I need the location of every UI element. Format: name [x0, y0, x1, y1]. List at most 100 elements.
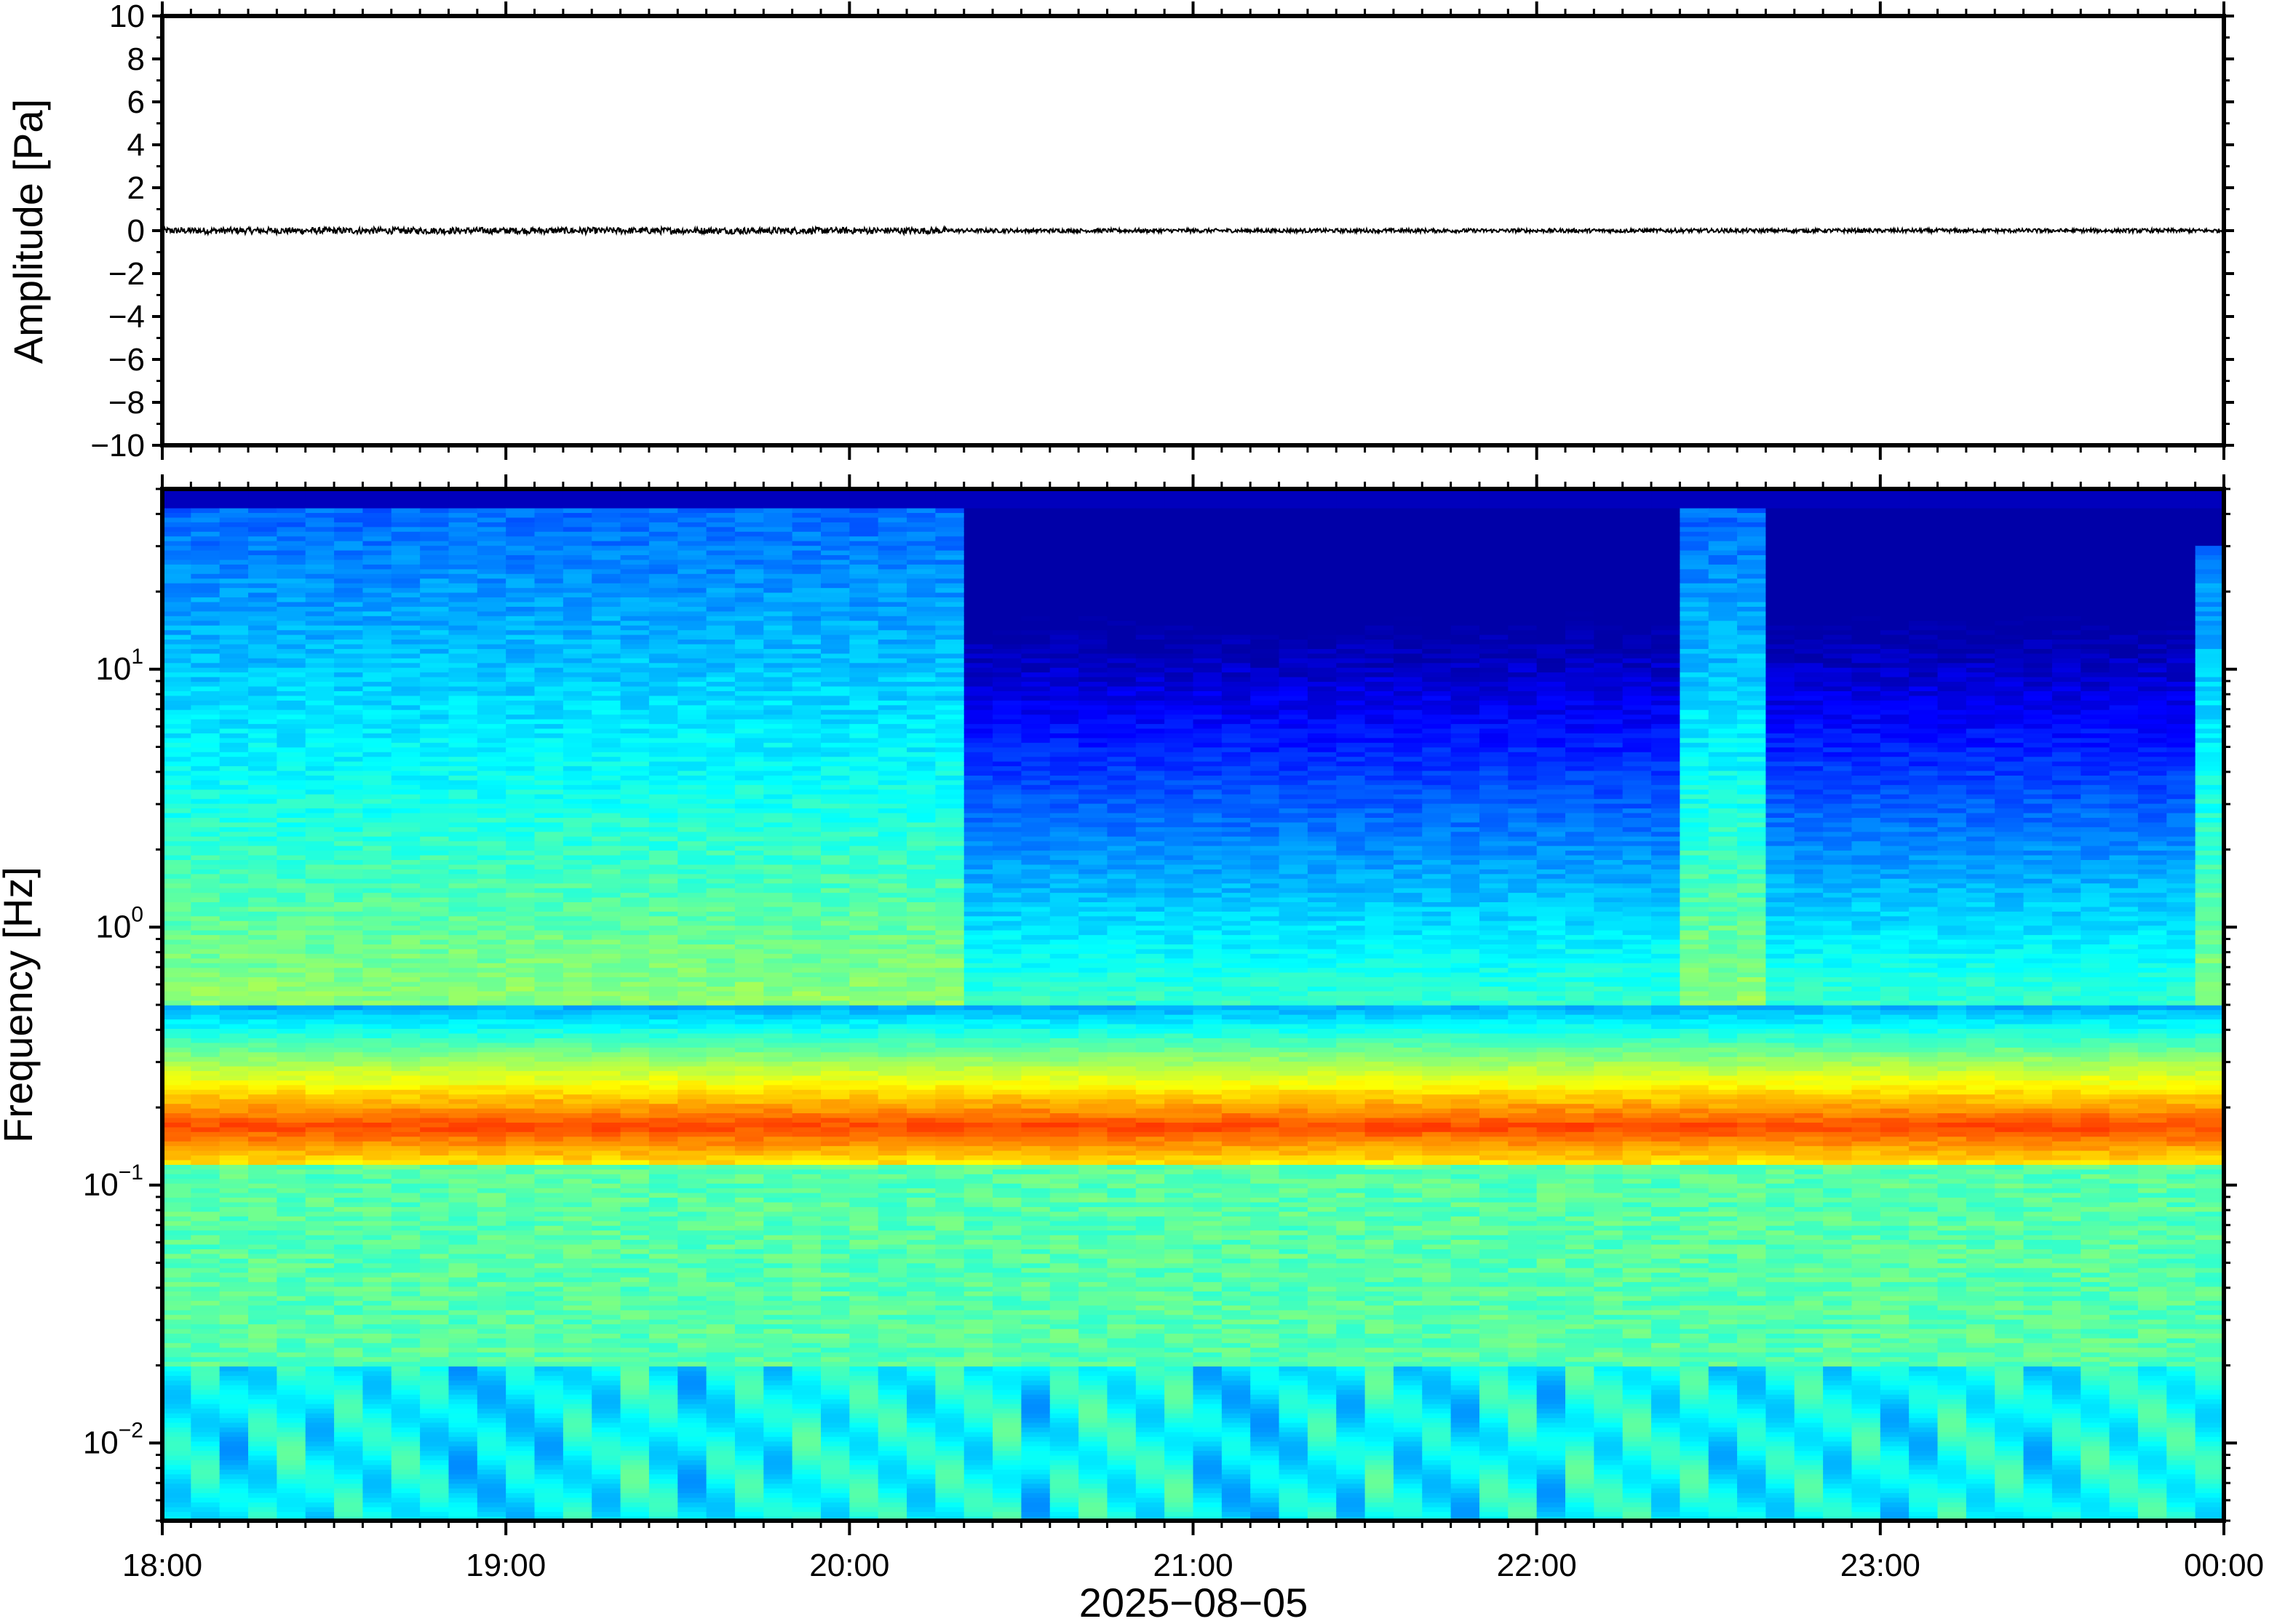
- spectrogram-cell: [648, 676, 679, 682]
- spectrogram-cell: [592, 1216, 621, 1222]
- spectrogram-cell: [334, 1155, 364, 1161]
- spectrogram-cell: [191, 690, 220, 696]
- spectrogram-cell: [763, 742, 793, 748]
- spectrogram-cell: [506, 1502, 536, 1508]
- spectrogram-cell: [506, 1197, 536, 1203]
- spectrogram-cell: [277, 770, 306, 776]
- spectrogram-cell: [248, 1324, 278, 1329]
- spectrogram-cell: [534, 653, 564, 658]
- spectrogram-cell: [734, 1000, 765, 1006]
- spectrogram-cell: [277, 929, 306, 936]
- spectrogram-cell: [305, 742, 335, 748]
- spectrogram-cell: [162, 1038, 192, 1043]
- spectrogram-cell: [420, 911, 450, 917]
- spectrogram-cell: [420, 1267, 450, 1273]
- spectrogram-cell: [677, 1225, 707, 1231]
- spectrogram-cell: [277, 944, 306, 950]
- spectrogram-cell: [305, 582, 335, 589]
- spectrogram-cell: [448, 728, 478, 733]
- spectrogram-cell: [334, 1497, 364, 1503]
- spectrogram-cell: [563, 582, 593, 589]
- spectrogram-cell: [362, 1126, 392, 1132]
- spectrogram-cell: [191, 1506, 220, 1512]
- spectrogram-cell: [448, 1192, 478, 1198]
- spectrogram-cell: [219, 892, 249, 898]
- spectrogram-cell: [362, 751, 392, 757]
- spectrogram-cell: [706, 540, 736, 546]
- spectrogram-cell: [763, 976, 793, 982]
- spectrogram-cell: [162, 526, 192, 532]
- spectrogram-cell: [592, 601, 621, 607]
- spectrogram-cell: [162, 986, 192, 992]
- spectrogram-cell: [734, 873, 765, 879]
- spectrogram-cell: [391, 1445, 421, 1452]
- spectrogram-cell: [477, 967, 506, 973]
- spectrogram-cell: [734, 1178, 765, 1184]
- spectrogram-cell: [734, 1174, 765, 1179]
- spectrogram-cell: [191, 1483, 220, 1489]
- spectrogram-cell: [162, 676, 192, 682]
- spectrogram-cell: [362, 1009, 392, 1015]
- spectrogram-cell: [506, 1487, 536, 1494]
- spectrogram-cell: [191, 1502, 220, 1508]
- spectrogram-cell: [534, 906, 564, 912]
- spectrogram-cell: [162, 1216, 192, 1222]
- spectrogram-cell: [305, 1305, 335, 1310]
- spectrogram-cell: [763, 1347, 793, 1353]
- spectrogram-cell: [305, 1398, 335, 1404]
- spectrogram-cell: [592, 1516, 621, 1521]
- spectrogram-cell: [362, 1431, 392, 1437]
- spectrogram-cell: [162, 1182, 192, 1189]
- spectrogram-cell: [763, 1131, 793, 1137]
- spectrogram-cell: [734, 1056, 765, 1062]
- spectrogram-cell: [563, 522, 593, 528]
- spectrogram-cell: [162, 1103, 192, 1109]
- spectrogram-cell: [219, 1328, 249, 1334]
- spectrogram-cell: [248, 578, 278, 584]
- spectrogram-cell: [305, 1084, 335, 1090]
- spectrogram-cell: [506, 1469, 536, 1475]
- spectrogram-cell: [391, 1117, 421, 1123]
- spectrogram-cell: [477, 976, 506, 982]
- spectrogram-cell: [734, 1314, 765, 1320]
- spectrogram-cell: [248, 1305, 278, 1310]
- spectrogram-cell: [706, 709, 736, 715]
- spectrogram-cell: [648, 620, 679, 626]
- spectrogram-cell: [305, 1333, 335, 1339]
- spectrogram-cell: [362, 812, 392, 818]
- spectrogram-cell: [420, 845, 450, 851]
- spectrogram-cell: [677, 1258, 707, 1264]
- spectrogram-cell: [506, 549, 536, 556]
- spectrogram-cell: [506, 1070, 536, 1076]
- spectrogram-cell: [706, 1182, 736, 1189]
- spectrogram-cell: [162, 864, 192, 869]
- spectrogram-cell: [477, 1516, 506, 1521]
- spectrogram-cell: [648, 1126, 679, 1132]
- spectrogram-cell: [362, 1436, 392, 1442]
- spectrogram-cell: [763, 1516, 793, 1521]
- spectrogram-cell: [534, 1502, 564, 1508]
- spectrogram-cell: [248, 1225, 278, 1231]
- spectrogram-cell: [219, 1220, 249, 1226]
- spectrogram-cell: [248, 869, 278, 875]
- spectrogram-cell: [592, 765, 621, 771]
- spectrogram-cell: [563, 1126, 593, 1132]
- spectrogram-cell: [648, 653, 679, 658]
- spectrogram-cell: [448, 1155, 478, 1161]
- spectrogram-cell: [420, 582, 450, 589]
- spectrogram-cell: [248, 1295, 278, 1301]
- spectrogram-cell: [448, 1249, 478, 1254]
- spectrogram-cell: [191, 765, 220, 771]
- spectrogram-cell: [362, 1028, 392, 1034]
- spectrogram-cell: [334, 1408, 364, 1414]
- spectrogram-cell: [506, 733, 536, 739]
- spectrogram-cell: [620, 526, 650, 532]
- spectrogram-cell: [506, 1262, 536, 1268]
- spectrogram-cell: [734, 812, 765, 818]
- spectrogram-cell: [448, 1370, 478, 1376]
- spectrogram-cell: [362, 1230, 392, 1235]
- spectrogram-cell: [506, 1122, 536, 1128]
- spectrogram-cell: [534, 1243, 564, 1249]
- spectrogram-cell: [277, 765, 306, 771]
- spectrogram-cell: [162, 1366, 192, 1372]
